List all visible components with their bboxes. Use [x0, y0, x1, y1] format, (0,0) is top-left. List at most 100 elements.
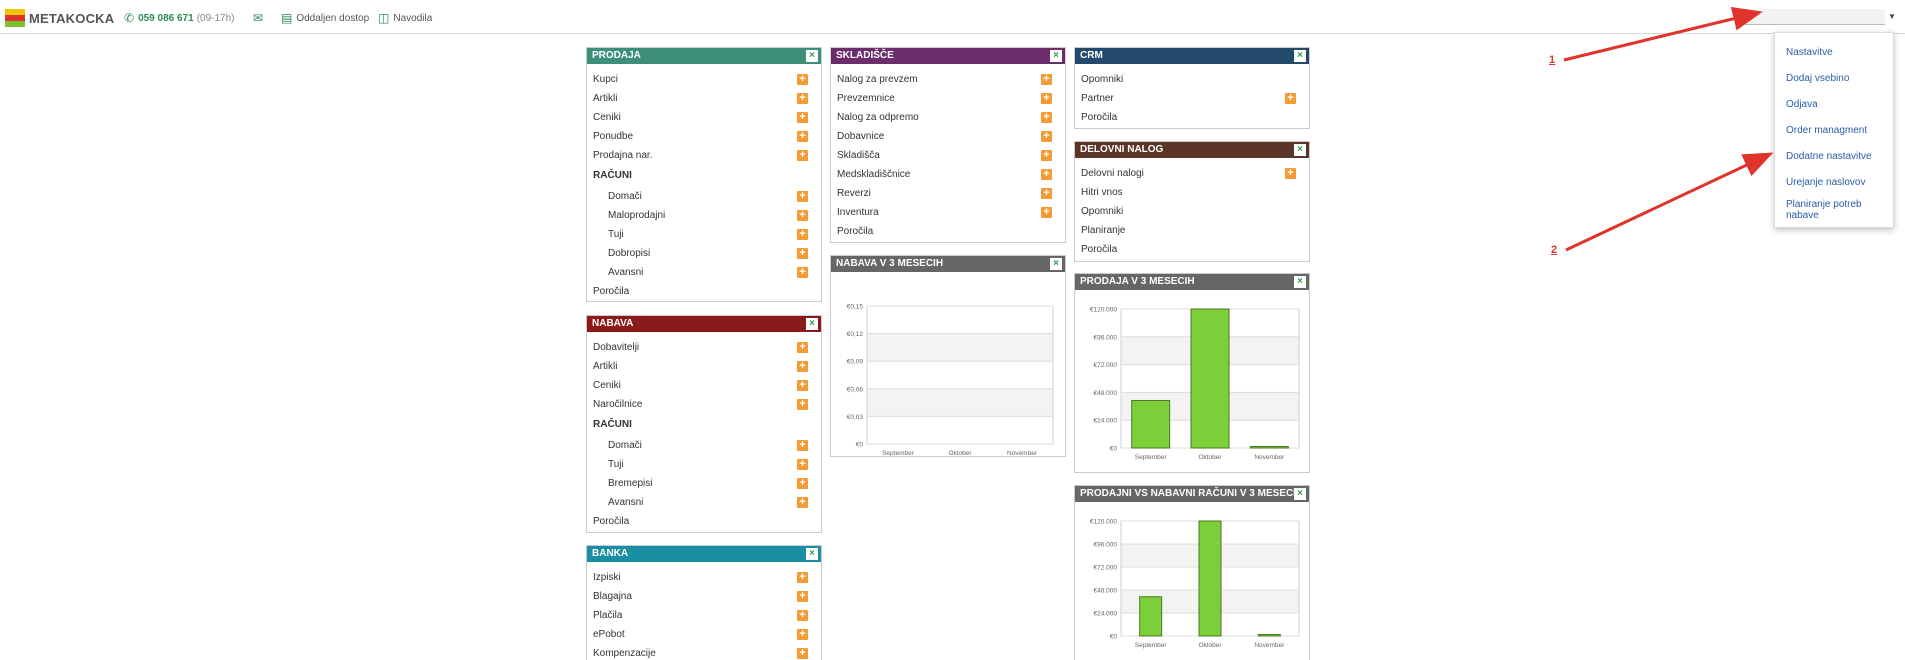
- add-icon[interactable]: +: [1285, 168, 1296, 179]
- menu-link[interactable]: Nalog za prevzem +: [831, 70, 1065, 89]
- close-icon[interactable]: ×: [806, 548, 818, 560]
- add-icon[interactable]: +: [797, 267, 808, 278]
- menu-link[interactable]: Ceniki +: [587, 108, 821, 127]
- remote-access-link[interactable]: ▤ Oddaljen dostop: [281, 11, 369, 25]
- menu-link[interactable]: Ceniki +: [587, 376, 821, 395]
- add-icon[interactable]: +: [797, 497, 808, 508]
- close-icon[interactable]: ×: [1294, 50, 1306, 62]
- menu-link[interactable]: Delovni nalogi +: [1075, 164, 1309, 183]
- menu-link[interactable]: Artikli +: [587, 89, 821, 108]
- menu-link[interactable]: Domači +: [587, 436, 821, 455]
- add-icon[interactable]: +: [797, 380, 808, 391]
- add-icon[interactable]: +: [797, 248, 808, 259]
- menu-link[interactable]: Avansni +: [587, 493, 821, 512]
- add-icon[interactable]: +: [1041, 188, 1052, 199]
- menu-link[interactable]: Poročila: [587, 282, 821, 301]
- menu-link[interactable]: Opomniki: [1075, 70, 1309, 89]
- menu-link[interactable]: Blagajna +: [587, 587, 821, 606]
- add-icon[interactable]: +: [1041, 93, 1052, 104]
- close-icon[interactable]: ×: [806, 50, 818, 62]
- menu-link[interactable]: Dobavitelji +: [587, 338, 821, 357]
- add-icon[interactable]: +: [797, 648, 808, 659]
- menu-link[interactable]: Plačila +: [587, 606, 821, 625]
- menu-link[interactable]: Prevzemnice +: [831, 89, 1065, 108]
- menu-link[interactable]: Opomniki: [1075, 202, 1309, 221]
- menu-link[interactable]: Tuji +: [587, 225, 821, 244]
- add-icon[interactable]: +: [797, 150, 808, 161]
- menu-link[interactable]: Izpiski +: [587, 568, 821, 587]
- menu-item-planiranje-potreb-nabave[interactable]: Planiranje potreb nabave: [1786, 199, 1862, 221]
- add-icon[interactable]: +: [797, 591, 808, 602]
- add-icon[interactable]: +: [797, 229, 808, 240]
- add-icon[interactable]: +: [797, 74, 808, 85]
- mail-button[interactable]: ✉: [253, 11, 267, 25]
- menu-link[interactable]: Domači +: [587, 187, 821, 206]
- logo[interactable]: METAKOCKA: [5, 9, 114, 27]
- add-icon[interactable]: +: [1041, 112, 1052, 123]
- menu-item-order-managment[interactable]: Order managment: [1786, 125, 1868, 136]
- add-icon[interactable]: +: [1041, 131, 1052, 142]
- add-icon[interactable]: +: [1041, 74, 1052, 85]
- menu-link[interactable]: Dobropisi +: [587, 244, 821, 263]
- add-icon[interactable]: +: [797, 572, 808, 583]
- add-icon[interactable]: +: [797, 342, 808, 353]
- add-icon[interactable]: +: [797, 191, 808, 202]
- menu-item-urejanje-naslovov[interactable]: Urejanje naslovov: [1786, 177, 1866, 188]
- add-icon[interactable]: +: [797, 478, 808, 489]
- add-icon[interactable]: +: [1041, 207, 1052, 218]
- menu-link[interactable]: Partner +: [1075, 89, 1309, 108]
- menu-link[interactable]: Prodajna nar. +: [587, 146, 821, 165]
- close-icon[interactable]: ×: [1294, 488, 1306, 500]
- menu-link[interactable]: Kupci +: [587, 70, 821, 89]
- close-icon[interactable]: ×: [1294, 144, 1306, 156]
- menu-link[interactable]: Poročila: [587, 512, 821, 531]
- chevron-down-icon[interactable]: ▼: [1888, 12, 1896, 21]
- add-icon[interactable]: +: [797, 440, 808, 451]
- menu-item-dodaj-vsebino[interactable]: Dodaj vsebino: [1786, 73, 1850, 84]
- menu-link[interactable]: Poročila: [1075, 240, 1309, 259]
- menu-link[interactable]: Ponudbe +: [587, 127, 821, 146]
- menu-link[interactable]: Artikli +: [587, 357, 821, 376]
- add-icon[interactable]: +: [797, 131, 808, 142]
- menu-item-dodatne-nastavitve[interactable]: Dodatne nastavitve: [1786, 151, 1872, 162]
- close-icon[interactable]: ×: [1050, 258, 1062, 270]
- menu-link[interactable]: Nalog za odpremo +: [831, 108, 1065, 127]
- menu-link[interactable]: ePobot +: [587, 625, 821, 644]
- add-icon[interactable]: +: [1041, 150, 1052, 161]
- user-menu-toggle[interactable]: [1745, 9, 1885, 25]
- add-icon[interactable]: +: [1041, 169, 1052, 180]
- add-icon[interactable]: +: [797, 93, 808, 104]
- menu-link[interactable]: Kompenzacije +: [587, 644, 821, 660]
- add-icon[interactable]: +: [1285, 93, 1296, 104]
- add-icon[interactable]: +: [797, 629, 808, 640]
- menu-link[interactable]: Dobavnice +: [831, 127, 1065, 146]
- menu-link[interactable]: Poročila: [831, 222, 1065, 241]
- menu-link[interactable]: Bremepisi +: [587, 474, 821, 493]
- phone-contact[interactable]: ✆ 059 086 671 (09-17h): [124, 11, 235, 25]
- panel-title: NABAVA V 3 MESECIH: [836, 258, 944, 269]
- close-icon[interactable]: ×: [1294, 276, 1306, 288]
- menu-link[interactable]: Inventura +: [831, 203, 1065, 222]
- menu-link[interactable]: Reverzi +: [831, 184, 1065, 203]
- menu-link[interactable]: Planiranje: [1075, 221, 1309, 240]
- close-icon[interactable]: ×: [806, 318, 818, 330]
- menu-link[interactable]: Tuji +: [587, 455, 821, 474]
- menu-link[interactable]: Poročila: [1075, 108, 1309, 127]
- add-icon[interactable]: +: [797, 399, 808, 410]
- menu-item-odjava[interactable]: Odjava: [1786, 99, 1818, 110]
- add-icon[interactable]: +: [797, 210, 808, 221]
- menu-link[interactable]: Avansni +: [587, 263, 821, 282]
- add-icon[interactable]: +: [797, 361, 808, 372]
- menu-link[interactable]: Hitri vnos: [1075, 183, 1309, 202]
- close-icon[interactable]: ×: [1050, 50, 1062, 62]
- menu-link[interactable]: Medskladiščnice +: [831, 165, 1065, 184]
- menu-item-nastavitve[interactable]: Nastavitve: [1786, 47, 1833, 58]
- add-icon[interactable]: +: [797, 610, 808, 621]
- menu-link[interactable]: Maloprodajni +: [587, 206, 821, 225]
- add-icon[interactable]: +: [797, 112, 808, 123]
- menu-link[interactable]: Naročilnice +: [587, 395, 821, 414]
- add-icon[interactable]: +: [797, 459, 808, 470]
- menu-link-label: Poročila: [1081, 112, 1118, 123]
- menu-link[interactable]: Skladišča +: [831, 146, 1065, 165]
- guide-link[interactable]: ◫ Navodila: [378, 11, 432, 25]
